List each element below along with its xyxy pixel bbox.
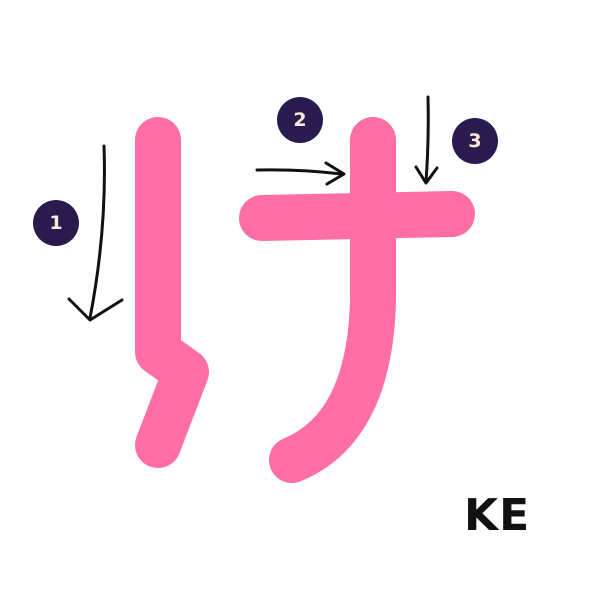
stroke-1-arrow (67, 144, 124, 322)
stroke-order-number: 1 (49, 212, 63, 234)
stroke-3-sweep (269, 117, 396, 483)
stroke-3-arrow (414, 95, 439, 185)
stroke-order-number: 2 (293, 109, 307, 131)
stroke-order-number: 3 (468, 130, 482, 152)
stroke-order-badge-1: 1 (33, 200, 79, 246)
stroke-1-vertical (135, 117, 209, 468)
stroke-order-badge-2: 2 (277, 97, 323, 143)
stroke-order-badge-3: 3 (452, 118, 498, 164)
stroke-2-arrow (255, 161, 346, 186)
romaji-label: KE (464, 490, 531, 541)
